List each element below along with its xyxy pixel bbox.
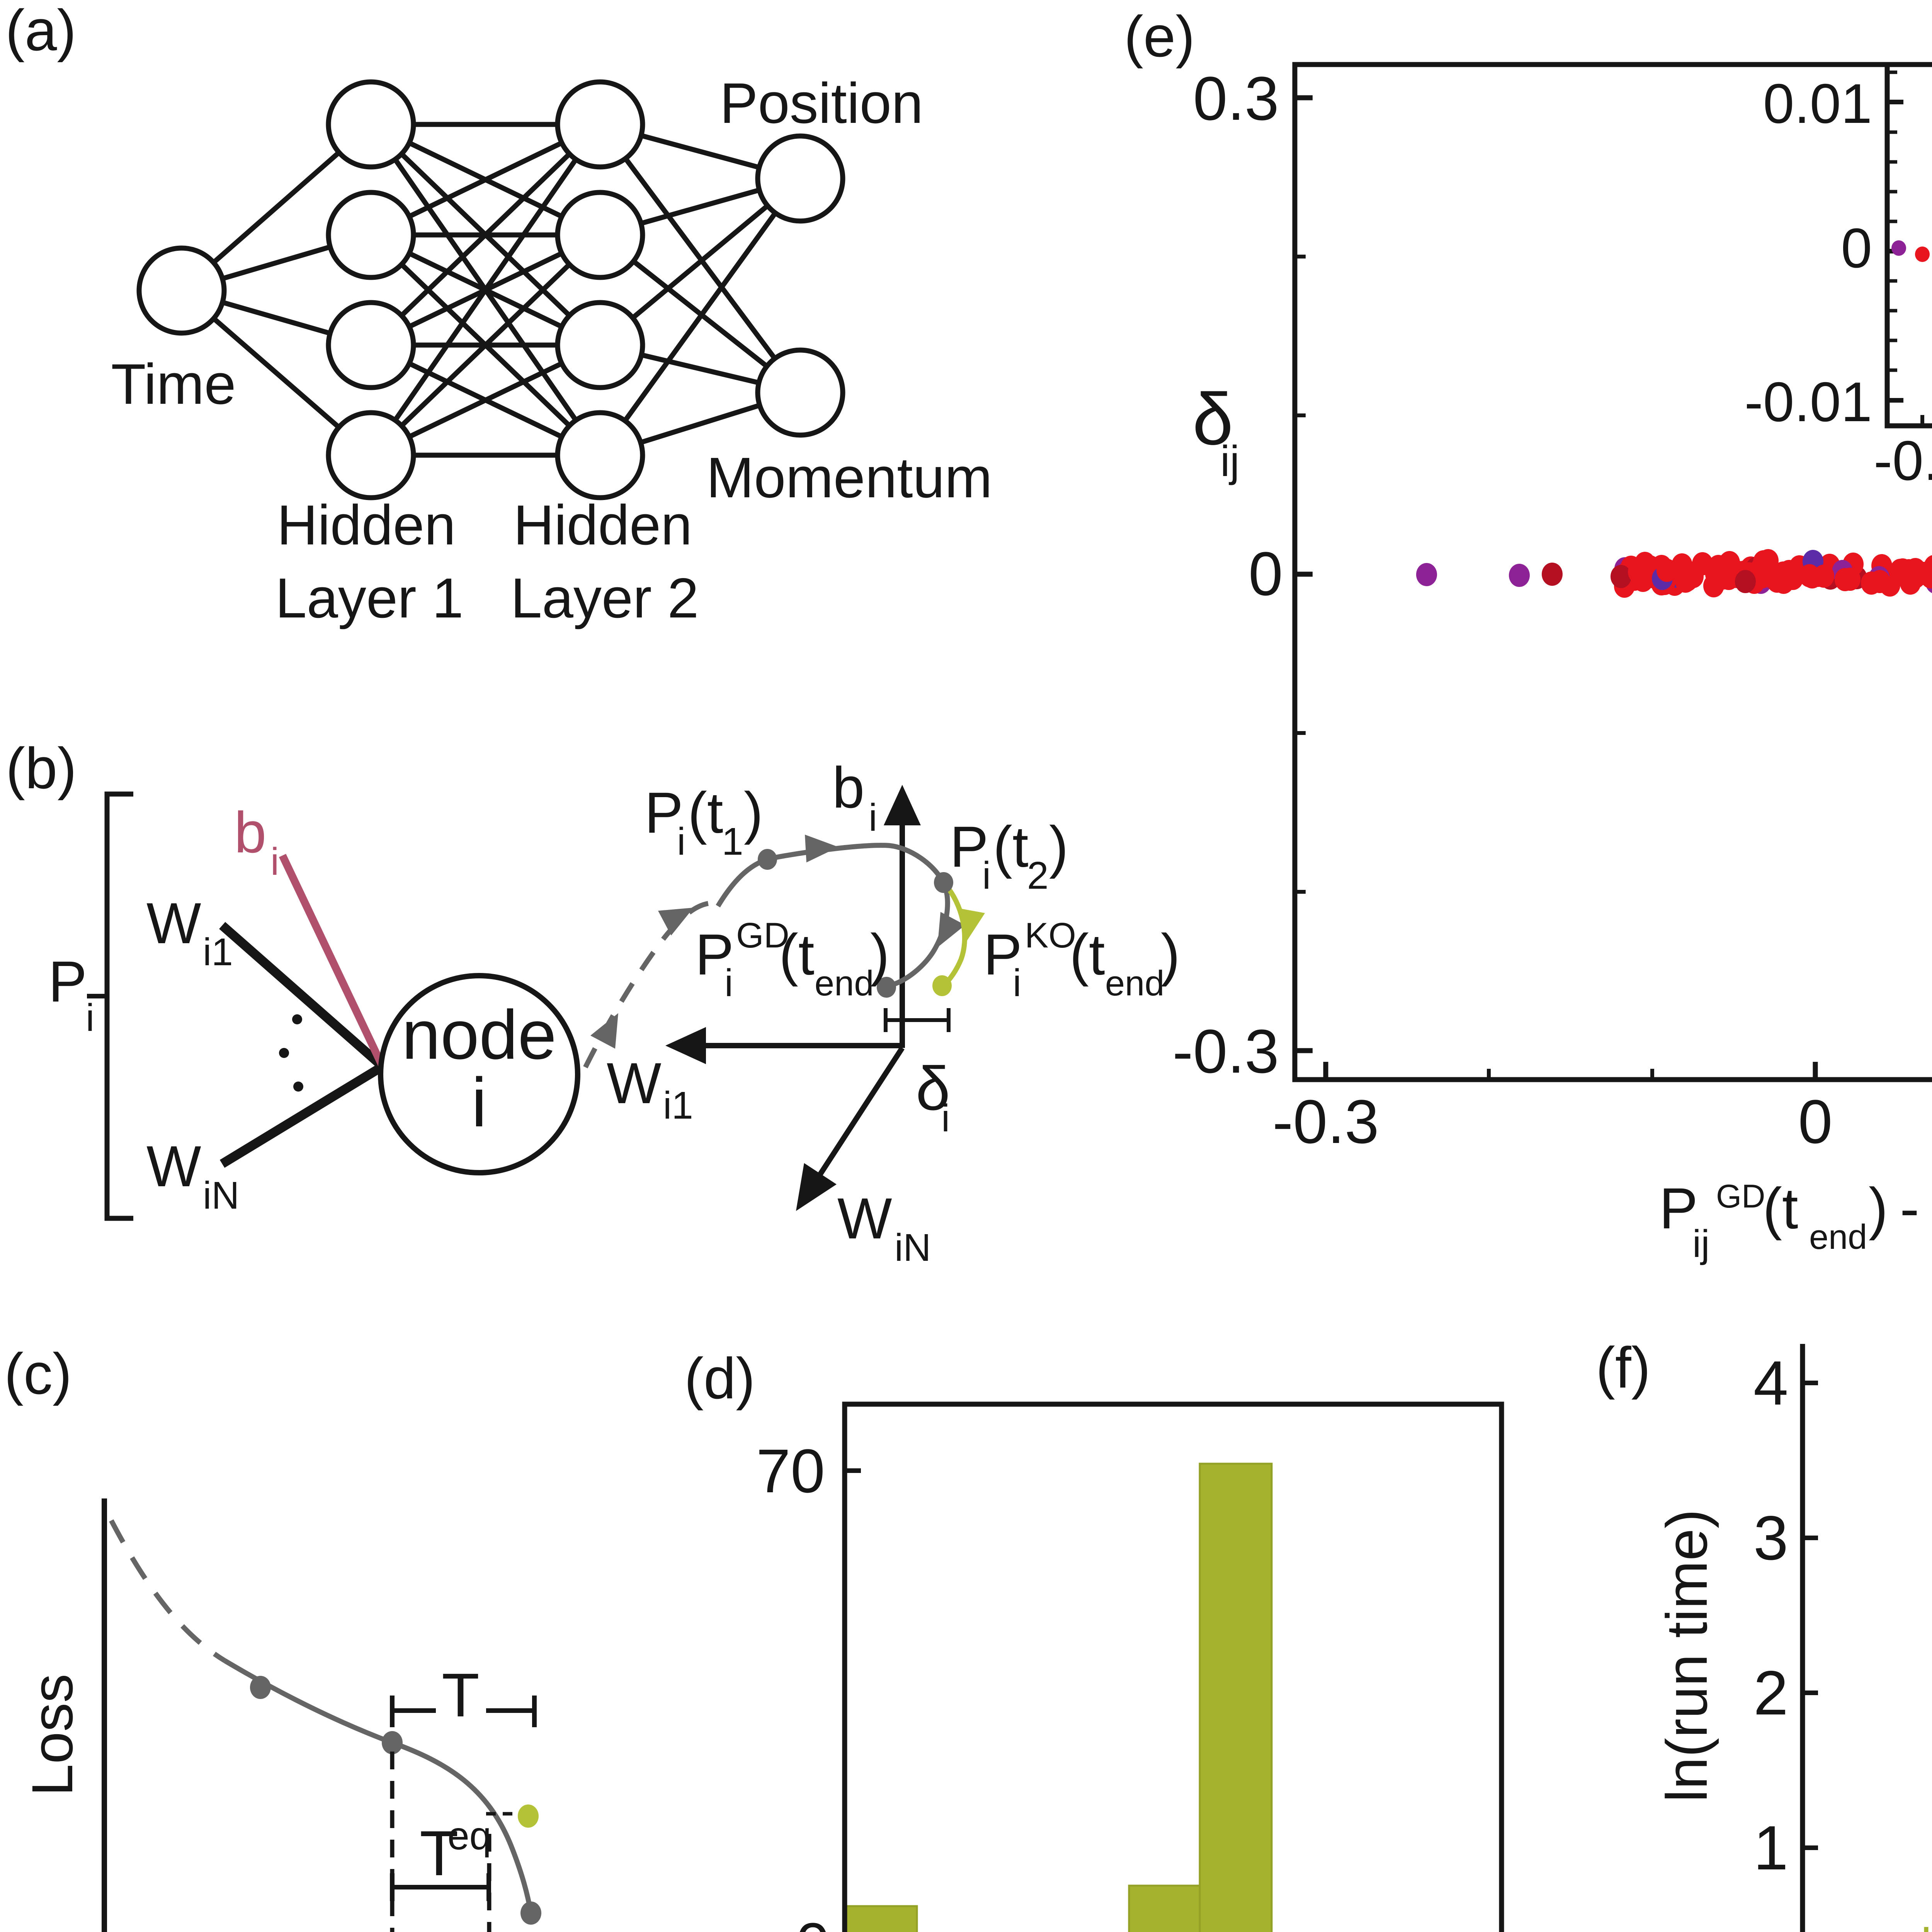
svg-text:Position: Position xyxy=(720,71,923,135)
svg-text:P: P xyxy=(645,780,683,845)
svg-text:(c): (c) xyxy=(4,1341,72,1406)
svg-text:(t: (t xyxy=(779,922,815,987)
svg-text:Layer 1: Layer 1 xyxy=(276,566,464,629)
svg-text:i: i xyxy=(724,961,733,1005)
svg-text:KO: KO xyxy=(1025,916,1076,955)
svg-text:end: end xyxy=(1105,964,1165,1003)
svg-text:W: W xyxy=(607,1051,662,1116)
svg-text:(t: (t xyxy=(1070,922,1105,987)
svg-text:): ) xyxy=(744,780,763,845)
svg-text:1: 1 xyxy=(1753,1813,1788,1883)
svg-text:i1: i1 xyxy=(203,930,233,974)
svg-text:T: T xyxy=(442,1660,480,1730)
svg-text:3: 3 xyxy=(1753,1503,1788,1573)
svg-text:P: P xyxy=(1659,1176,1698,1241)
svg-text:0: 0 xyxy=(1798,1087,1833,1156)
svg-text:i: i xyxy=(270,840,279,883)
svg-text:2: 2 xyxy=(1027,854,1049,897)
svg-text:P: P xyxy=(983,922,1022,987)
svg-text:GD: GD xyxy=(736,916,789,955)
svg-text:(t: (t xyxy=(1763,1176,1798,1241)
svg-text:b: b xyxy=(832,755,864,820)
svg-text:70: 70 xyxy=(756,1436,825,1505)
svg-text:Time: Time xyxy=(111,352,236,416)
svg-text:W: W xyxy=(837,1186,892,1251)
svg-text:0.01: 0.01 xyxy=(1763,72,1872,135)
svg-text:1: 1 xyxy=(722,820,743,863)
svg-text:Hidden: Hidden xyxy=(277,493,456,556)
svg-text:): ) xyxy=(1161,922,1180,987)
svg-text:-0.3: -0.3 xyxy=(1272,1087,1379,1156)
svg-text:-0.01: -0.01 xyxy=(1745,371,1872,433)
svg-text:0.3: 0.3 xyxy=(1193,64,1279,133)
svg-text:ln(run time): ln(run time) xyxy=(1654,1509,1719,1803)
svg-text:i: i xyxy=(1013,961,1021,1005)
svg-text:P: P xyxy=(48,949,87,1014)
svg-text:0: 0 xyxy=(1248,539,1283,608)
svg-text:node: node xyxy=(402,996,556,1074)
svg-text:P: P xyxy=(950,814,988,879)
svg-text:0: 0 xyxy=(1841,217,1872,279)
svg-text:Layer 2: Layer 2 xyxy=(511,566,699,629)
svg-text:W: W xyxy=(146,1134,201,1199)
svg-text:-: - xyxy=(1900,1176,1919,1241)
svg-text:i: i xyxy=(982,854,991,897)
svg-text:i: i xyxy=(677,820,685,863)
svg-text:iN: iN xyxy=(203,1174,239,1217)
svg-text:(a): (a) xyxy=(5,0,76,63)
svg-text:0: 0 xyxy=(796,1910,830,1932)
svg-text:-0.3: -0.3 xyxy=(1172,1017,1279,1086)
svg-text:i: i xyxy=(471,1064,487,1141)
svg-text:iN: iN xyxy=(895,1226,931,1269)
svg-text:(t: (t xyxy=(993,814,1029,879)
svg-text:): ) xyxy=(1869,1176,1888,1241)
svg-text:): ) xyxy=(870,922,889,987)
svg-text:Momentum: Momentum xyxy=(706,446,992,510)
svg-text:(d): (d) xyxy=(684,1346,755,1411)
svg-text:(b): (b) xyxy=(6,736,77,801)
svg-text:T: T xyxy=(420,1818,459,1889)
svg-text:δ: δ xyxy=(1192,378,1233,460)
svg-text:i1: i1 xyxy=(663,1084,693,1127)
svg-text:(t: (t xyxy=(688,780,723,845)
svg-text:i: i xyxy=(869,796,877,839)
svg-text:4: 4 xyxy=(1753,1348,1788,1418)
svg-text:i: i xyxy=(86,996,94,1039)
svg-text:ij: ij xyxy=(1692,1222,1709,1265)
svg-text:(f): (f) xyxy=(1596,1335,1651,1400)
svg-text:(e): (e) xyxy=(1124,4,1195,69)
svg-text:i: i xyxy=(941,1097,950,1140)
svg-text:end: end xyxy=(815,964,874,1003)
svg-text:ij: ij xyxy=(1220,437,1240,485)
svg-text:-0.2: -0.2 xyxy=(1874,429,1932,492)
svg-text:Loss: Loss xyxy=(20,1674,85,1796)
svg-text:GD: GD xyxy=(1716,1178,1765,1215)
svg-text:W: W xyxy=(146,891,201,956)
svg-text:eq: eq xyxy=(447,1814,491,1858)
svg-text:end: end xyxy=(1809,1218,1867,1257)
svg-text:P: P xyxy=(695,922,734,987)
svg-text:Hidden: Hidden xyxy=(514,493,692,556)
svg-text:b: b xyxy=(234,800,266,865)
svg-text:δ: δ xyxy=(916,1054,950,1123)
svg-text:): ) xyxy=(1049,814,1068,879)
svg-text:2: 2 xyxy=(1753,1658,1788,1728)
